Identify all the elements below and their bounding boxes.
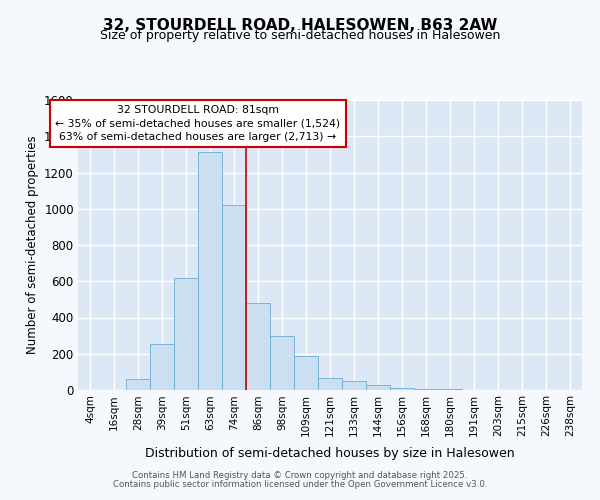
- Bar: [246, 303, 270, 390]
- Bar: [318, 378, 342, 390]
- X-axis label: Distribution of semi-detached houses by size in Halesowen: Distribution of semi-detached houses by …: [145, 448, 515, 460]
- Bar: [414, 388, 438, 390]
- Bar: [150, 344, 174, 390]
- Text: 32, STOURDELL ROAD, HALESOWEN, B63 2AW: 32, STOURDELL ROAD, HALESOWEN, B63 2AW: [103, 18, 497, 32]
- Bar: [198, 152, 222, 390]
- Bar: [126, 379, 150, 390]
- Text: Size of property relative to semi-detached houses in Halesowen: Size of property relative to semi-detach…: [100, 29, 500, 42]
- Bar: [270, 336, 294, 390]
- Bar: [342, 381, 366, 390]
- Y-axis label: Number of semi-detached properties: Number of semi-detached properties: [26, 136, 38, 354]
- Text: Contains public sector information licensed under the Open Government Licence v3: Contains public sector information licen…: [113, 480, 487, 489]
- Text: Contains HM Land Registry data © Crown copyright and database right 2025.: Contains HM Land Registry data © Crown c…: [132, 471, 468, 480]
- Bar: [366, 384, 390, 390]
- Bar: [222, 205, 246, 390]
- Bar: [294, 356, 318, 390]
- Bar: [390, 388, 414, 390]
- Bar: [174, 278, 198, 390]
- Bar: [438, 389, 462, 390]
- Text: 32 STOURDELL ROAD: 81sqm
← 35% of semi-detached houses are smaller (1,524)
63% o: 32 STOURDELL ROAD: 81sqm ← 35% of semi-d…: [55, 106, 341, 142]
